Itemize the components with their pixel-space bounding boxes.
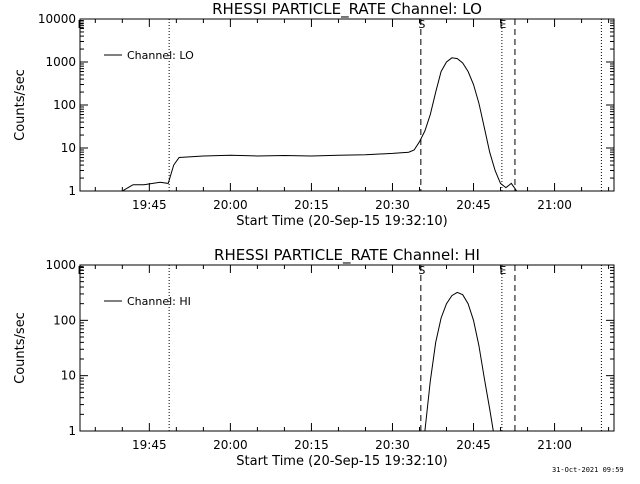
x-tick-label: 21:00 [537, 438, 572, 452]
chart-panel-1: RHESSI PARTICLE_RATE Channel: LO 1 10 100 10… [13, 0, 615, 229]
x-tick-label: 19:45 [132, 438, 167, 452]
y-tick-label: 10000 [38, 12, 76, 26]
y-tick-label: 100 [53, 313, 76, 327]
marker-label: E [78, 18, 85, 31]
y-axis-label: Counts/sec [13, 312, 28, 384]
marker-label: E [499, 264, 506, 277]
y-tick-label: 10 [61, 141, 76, 155]
y-tick-label: 1000 [45, 258, 76, 272]
y-tick-label: 10 [61, 369, 76, 383]
x-axis-label: Start Time (20-Sep-15 19:32:10) [236, 454, 447, 469]
series-line [80, 57, 577, 192]
x-tick-label: 20:30 [375, 198, 410, 212]
x-tick-label: 19:45 [132, 198, 167, 212]
series-line [424, 291, 494, 432]
x-tick-label: 20:15 [294, 438, 329, 452]
y-tick-label: 1 [68, 184, 76, 198]
x-tick-label: 20:00 [213, 198, 248, 212]
marker-label: E [78, 264, 85, 277]
chart-title: RHESSI PARTICLE_RATE Channel: LO [212, 0, 482, 19]
legend-entry: Channel: LO [127, 49, 194, 62]
x-tick-label: 20:00 [213, 438, 248, 452]
marker-label: E [499, 18, 506, 31]
legend-entry: Channel: HI [127, 295, 191, 308]
x-tick-label: 20:45 [456, 438, 491, 452]
timestamp-stamp: 31-Oct-2021 09:59 [552, 466, 624, 474]
marker-label: S [418, 18, 425, 31]
y-tick-label: 1 [68, 424, 76, 438]
y-tick-label: 1000 [45, 55, 76, 69]
x-tick-label: 20:30 [375, 438, 410, 452]
marker-label: S [418, 264, 425, 277]
plot-frame [79, 264, 615, 432]
x-tick-label: 20:15 [294, 198, 329, 212]
x-tick-label: 20:45 [456, 198, 491, 212]
chart-panel-2: RHESSI PARTICLE_RATE Channel: HI 1 10 100 10… [13, 246, 615, 469]
y-tick-label: 100 [53, 98, 76, 112]
y-axis-label: Counts/sec [13, 69, 28, 141]
plot-frame [79, 18, 615, 192]
x-axis-label: Start Time (20-Sep-15 19:32:10) [236, 214, 447, 229]
x-tick-label: 21:00 [537, 198, 572, 212]
chart-title: RHESSI PARTICLE_RATE Channel: HI [214, 246, 480, 265]
